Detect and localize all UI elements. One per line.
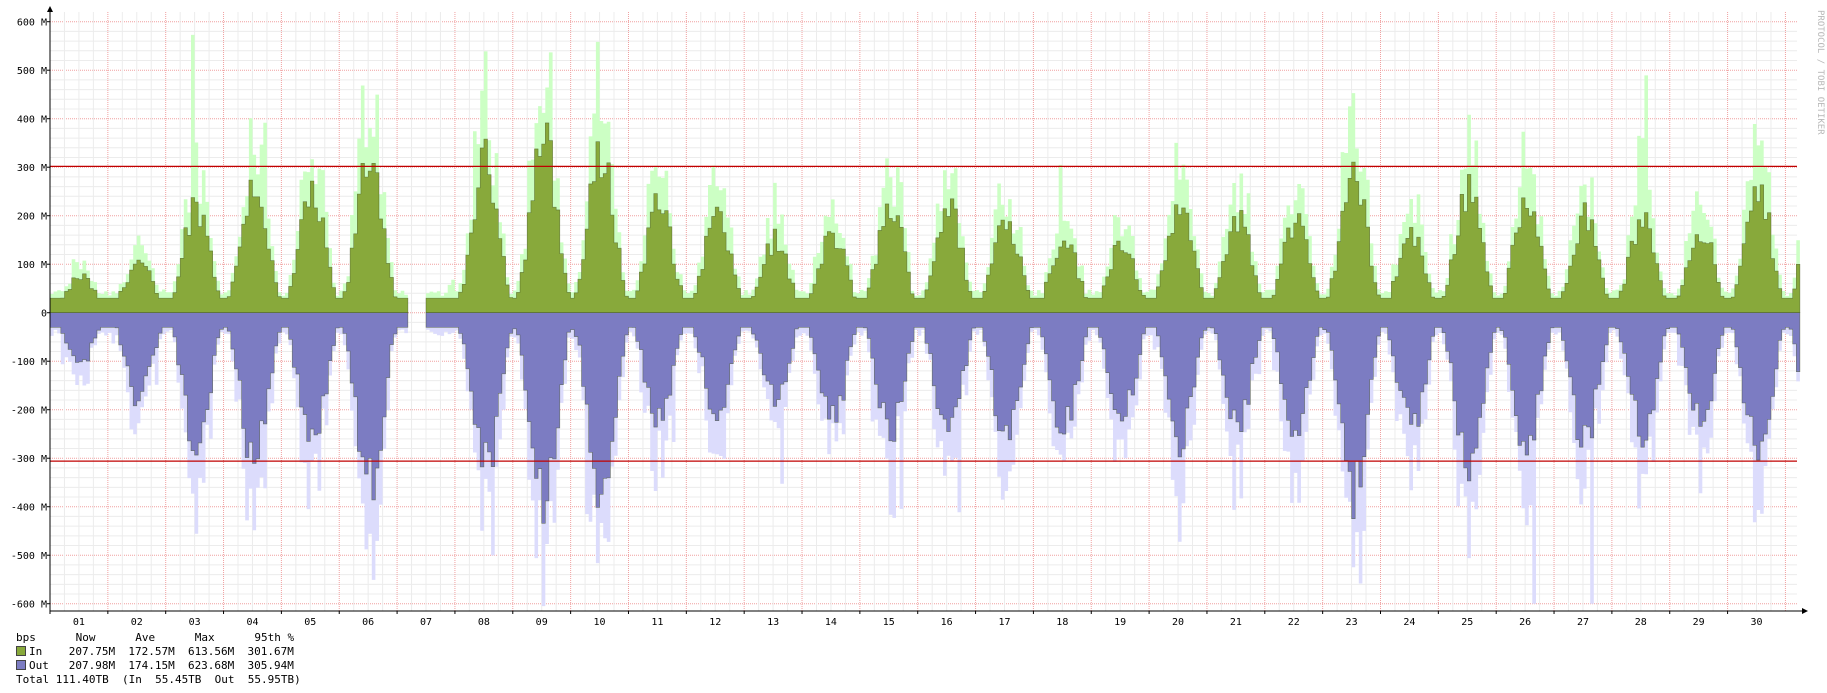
legend-swatch-out <box>16 660 26 670</box>
tick-labels: 600 M 500 M 400 M 300 M 200 M 100 M 0 -100 M -20… <box>11 18 1763 628</box>
series-out-avg-area <box>425 312 1801 524</box>
x-tick-label: 26 <box>1519 617 1531 628</box>
y-tick-label: 400 M <box>17 115 47 126</box>
x-tick-label: 04 <box>246 617 258 628</box>
legend-swatch-in <box>16 646 26 656</box>
x-tick-label: 29 <box>1693 617 1705 628</box>
x-tick-label: 14 <box>825 617 837 628</box>
x-tick-label: 09 <box>536 617 548 628</box>
legend-total: Total 111.40TB (In 55.45TB Out 55.95TB) <box>16 673 301 686</box>
x-tick-label: 28 <box>1635 617 1647 628</box>
x-tick-label: 11 <box>651 617 663 628</box>
y-tick-label: 0 <box>41 309 47 320</box>
x-tick-label: 15 <box>883 617 895 628</box>
legend-out-text: Out 207.98M 174.15M 623.68M 305.94M <box>29 659 294 672</box>
x-tick-label: 23 <box>1346 617 1358 628</box>
y-tick-label: -200 M <box>11 406 47 417</box>
y-tick-label: 100 M <box>17 260 47 271</box>
x-tick-label: 27 <box>1577 617 1589 628</box>
x-tick-label: 01 <box>73 617 85 628</box>
y-tick-label: -100 M <box>11 357 47 368</box>
avg-areas <box>49 122 1801 524</box>
percentile-lines <box>50 165 1797 462</box>
y-tick-label: 300 M <box>17 163 47 174</box>
x-tick-label: 05 <box>304 617 316 628</box>
x-tick-label: 18 <box>1056 617 1068 628</box>
x-tick-label: 20 <box>1172 617 1184 628</box>
x-tick-label: 07 <box>420 617 432 628</box>
y-tick-label: -300 M <box>11 454 47 465</box>
x-tick-label: 22 <box>1288 617 1300 628</box>
x-tick-label: 17 <box>998 617 1010 628</box>
x-tick-label: 24 <box>1403 617 1415 628</box>
series-in-avg-area <box>49 163 409 313</box>
x-tick-label: 16 <box>941 617 953 628</box>
y-tick-label: 500 M <box>17 66 47 77</box>
legend-row-out: Out 207.98M 174.15M 623.68M 305.94M <box>16 659 294 672</box>
x-tick-label: 06 <box>362 617 374 628</box>
x-tick-label: 02 <box>131 617 143 628</box>
x-tick-label: 10 <box>594 617 606 628</box>
y-tick-label: -600 M <box>11 600 47 611</box>
y-tick-label: 200 M <box>17 212 47 223</box>
y-axis-arrow <box>47 6 53 12</box>
legend-in-text: In 207.75M 172.57M 613.56M 301.67M <box>29 645 294 658</box>
x-tick-label: 21 <box>1230 617 1242 628</box>
y-tick-label: -400 M <box>11 503 47 514</box>
x-tick-label: 25 <box>1461 617 1473 628</box>
x-axis-arrow <box>1802 608 1808 614</box>
series-in-avg-area <box>425 122 1801 313</box>
legend-row-in: In 207.75M 172.57M 613.56M 301.67M <box>16 645 294 658</box>
x-tick-label: 03 <box>189 617 201 628</box>
series-out-avg-area <box>49 312 409 501</box>
y-tick-label: -500 M <box>11 551 47 562</box>
axes <box>47 6 1808 614</box>
x-tick-label: 30 <box>1750 617 1762 628</box>
x-tick-label: 13 <box>767 617 779 628</box>
x-tick-label: 08 <box>478 617 490 628</box>
legend-header: bps Now Ave Max 95th % <box>16 631 295 644</box>
x-tick-label: 12 <box>709 617 721 628</box>
watermark: PROTOCOL / TOBI OETIKER <box>1815 10 1825 135</box>
y-tick-label: 600 M <box>17 18 47 29</box>
x-tick-label: 19 <box>1114 617 1126 628</box>
